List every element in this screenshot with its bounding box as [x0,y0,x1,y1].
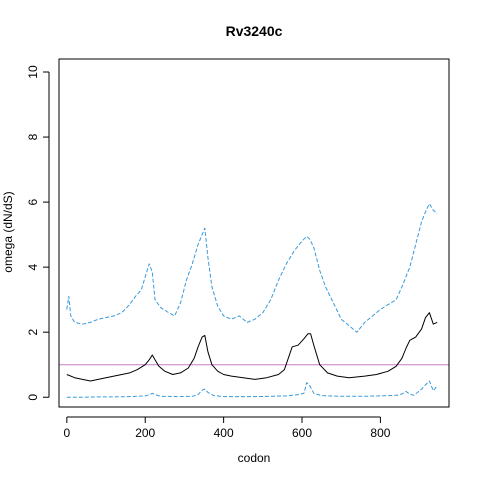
y-tick-label: 8 [26,133,40,140]
series-line-3 [66,380,438,398]
x-tick-label: 600 [292,426,312,440]
y-tick-label: 4 [26,263,40,270]
x-tick-label: 800 [370,426,390,440]
plot-area [59,203,449,398]
chart-title: Rv3240c [226,23,283,39]
y-tick-label: 0 [26,394,40,401]
x-tick-label: 400 [214,426,234,440]
axes: 0 200 400 600 800 0 2 4 6 8 10 [26,65,391,440]
y-tick-label: 2 [26,329,40,336]
y-axis-label: omega (dN/dS) [1,191,15,272]
y-tick-label: 6 [26,198,40,205]
series-line-2 [66,203,438,333]
x-axis-label: codon [238,451,271,465]
x-tick-label: 200 [135,426,155,440]
plot-frame [58,58,450,408]
x-tick-label: 0 [63,426,70,440]
y-tick-label: 10 [26,65,40,79]
series-line-1 [66,312,438,382]
